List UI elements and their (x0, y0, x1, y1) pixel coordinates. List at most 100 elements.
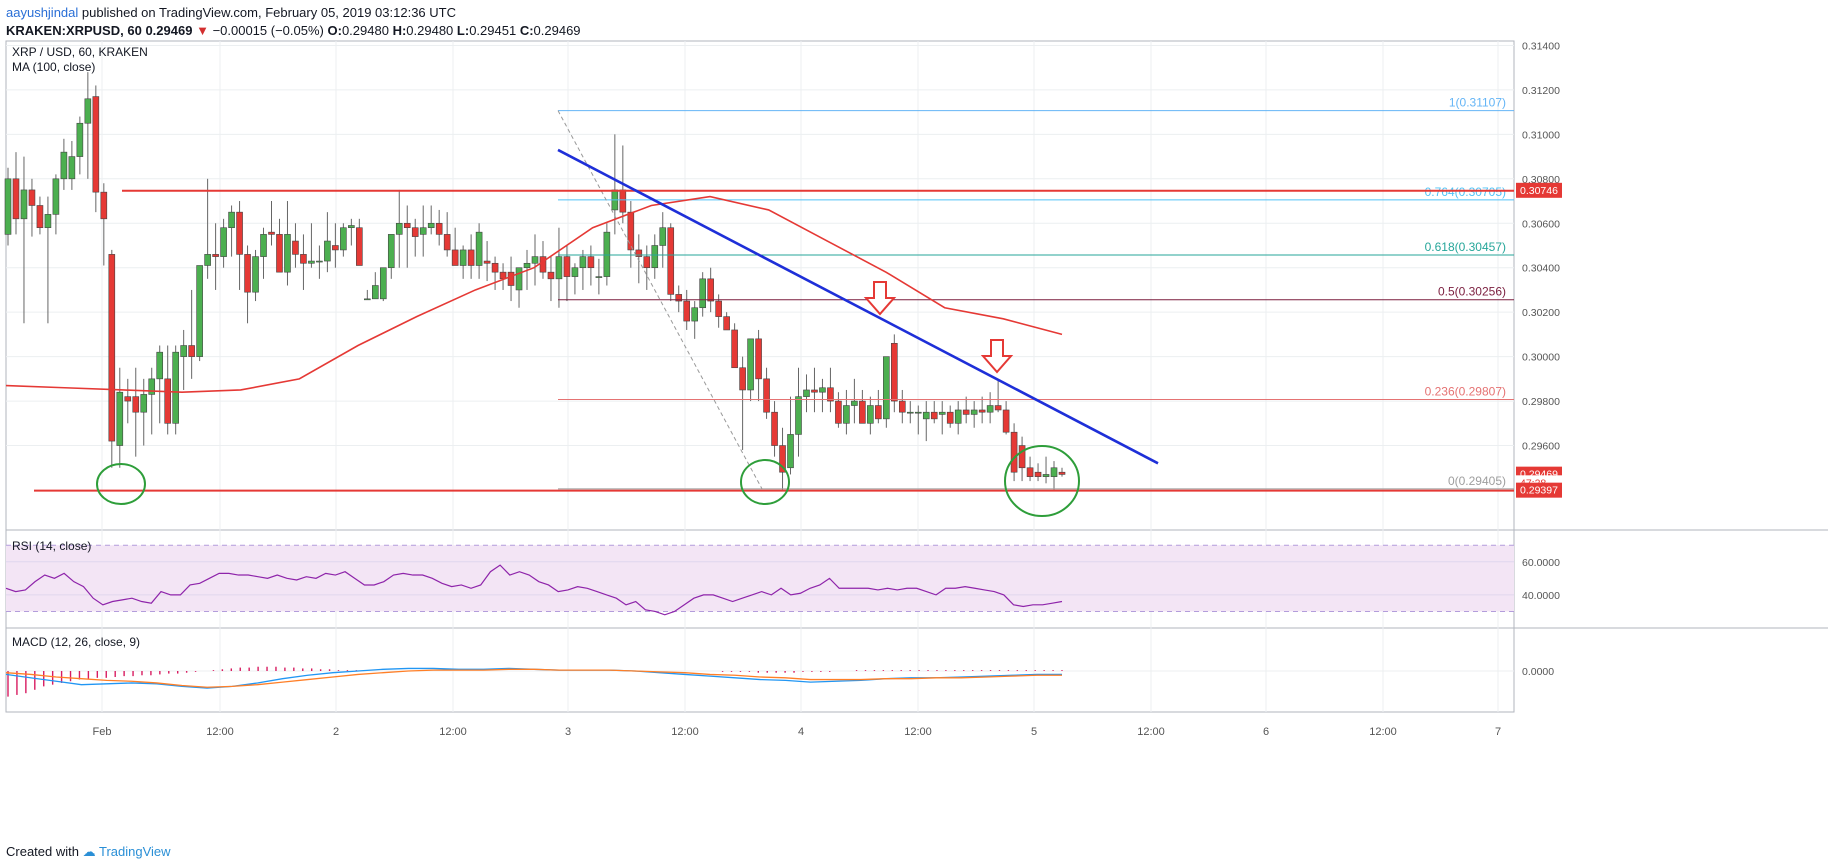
candle (300, 254, 307, 264)
x-tick-label: 12:00 (439, 726, 467, 738)
rsi-title: RSI (14, close) (12, 539, 91, 553)
candle (4, 178, 12, 235)
candle (803, 389, 810, 397)
candle (579, 256, 587, 269)
ma-indicator-label: MA (100, close) (12, 60, 95, 74)
macd-title: MACD (12, 26, close, 9) (12, 635, 140, 649)
candle (68, 156, 76, 180)
price-tag-label: 0.30746 (1520, 185, 1558, 197)
y-tick-label: 0.30800 (1522, 174, 1560, 186)
candle (531, 256, 539, 264)
candle (970, 409, 978, 415)
x-tick-label: 12:00 (1369, 726, 1397, 738)
candle (124, 396, 132, 402)
candle (667, 227, 675, 295)
candle (651, 245, 659, 269)
candle (324, 240, 331, 262)
candle (555, 256, 563, 280)
candle (547, 271, 555, 280)
candle (914, 411, 922, 414)
candle (443, 234, 451, 251)
candle (348, 225, 355, 229)
symbol-label: KRAKEN:XRPUSD, 60 (6, 23, 142, 38)
candle (587, 256, 595, 269)
candle (747, 338, 754, 391)
fib-label: 1(0.31107) (1449, 96, 1506, 110)
candle (1042, 474, 1050, 477)
candle (140, 394, 148, 413)
candle (475, 231, 483, 266)
candle (372, 285, 379, 300)
candle (467, 249, 475, 266)
created-with-label: Created with (6, 844, 79, 859)
candle (755, 338, 762, 380)
x-tick-label: 7 (1495, 726, 1501, 738)
candle (1034, 471, 1042, 477)
y-tick-label: 0.31200 (1522, 85, 1560, 97)
close-label: C: (519, 23, 534, 38)
candle (132, 396, 140, 413)
candle (930, 411, 938, 420)
candle (379, 267, 387, 300)
candle (435, 222, 443, 235)
fib-label: 0.764(0.30705) (1425, 185, 1506, 199)
candle (699, 278, 706, 309)
candle (691, 307, 698, 322)
x-tick-label: 12:00 (671, 726, 699, 738)
candle (228, 211, 235, 229)
candle (523, 262, 531, 269)
candle (571, 267, 579, 277)
candle (962, 409, 970, 415)
candle (284, 234, 291, 273)
candle (44, 214, 52, 229)
candle (395, 222, 403, 235)
candle (332, 245, 339, 251)
chart-title: XRP / USD, 60, KRAKEN (12, 45, 148, 59)
candle (260, 234, 267, 257)
x-tick-label: 3 (565, 726, 571, 738)
y-tick-label: 0.30400 (1522, 263, 1560, 275)
tradingview-link[interactable]: TradingView (99, 844, 171, 859)
candle (938, 411, 946, 415)
candle (52, 178, 60, 215)
fib-label: 0.5(0.30256) (1438, 285, 1506, 299)
author-link[interactable]: aayushjindal (6, 5, 79, 20)
rsi-tick-label: 40.0000 (1522, 590, 1560, 602)
candle (946, 411, 954, 424)
candle (180, 345, 187, 357)
candle (212, 254, 219, 257)
y-tick-label: 0.30200 (1522, 307, 1560, 319)
tradingview-logo-icon[interactable]: ☁ (82, 844, 96, 859)
x-tick-label: 12:00 (904, 726, 932, 738)
candle (731, 329, 738, 369)
candle (515, 267, 523, 291)
candle (922, 411, 930, 420)
publish-info: published on TradingView.com, February 0… (78, 5, 456, 20)
candle (220, 227, 227, 257)
bearish-trendline (557, 148, 1159, 465)
y-tick-label: 0.29600 (1522, 441, 1560, 453)
x-tick-label: 4 (798, 726, 804, 738)
candle (196, 265, 203, 357)
rsi-tick-label: 60.0000 (1522, 557, 1560, 569)
candle (795, 396, 802, 435)
x-tick-label: 2 (333, 726, 339, 738)
high-label: H: (392, 23, 407, 38)
open-label: O: (327, 23, 342, 38)
candle (867, 405, 874, 424)
y-tick-label: 0.30000 (1522, 352, 1560, 364)
candle (835, 400, 842, 424)
candle (563, 256, 571, 277)
candle (819, 387, 826, 393)
support-circle (740, 459, 790, 505)
candle (236, 211, 243, 255)
fib-label: 0(0.29405) (1448, 474, 1506, 488)
candle (851, 400, 858, 406)
candle (459, 249, 467, 266)
high-value: 0.29480 (406, 23, 454, 38)
macd-tick-label: 0.0000 (1522, 666, 1554, 678)
candle (92, 96, 100, 193)
down-arrow-icon (980, 339, 1014, 374)
down-arrow-icon (863, 281, 897, 316)
